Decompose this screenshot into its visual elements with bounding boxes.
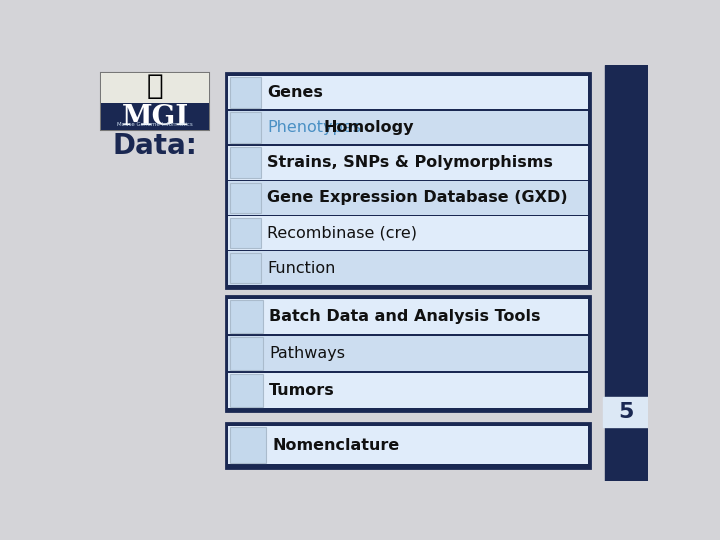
Bar <box>230 218 261 248</box>
Text: Phenotypes: Phenotypes <box>267 120 361 135</box>
Bar <box>228 426 588 464</box>
Bar <box>228 216 588 250</box>
Bar <box>228 299 588 334</box>
Bar <box>228 76 588 109</box>
Bar <box>230 253 261 284</box>
Bar <box>230 338 263 370</box>
Bar <box>101 72 210 103</box>
Bar <box>228 336 588 372</box>
Bar <box>230 183 261 213</box>
Bar <box>225 72 590 288</box>
Text: 🐀: 🐀 <box>147 72 163 100</box>
Text: Gene Expression Database (GXD): Gene Expression Database (GXD) <box>267 191 568 205</box>
Bar <box>228 373 588 408</box>
Bar <box>225 296 590 411</box>
Text: 5: 5 <box>618 402 633 422</box>
Bar <box>230 374 263 407</box>
Bar <box>228 252 588 285</box>
Text: Function: Function <box>267 261 336 276</box>
Text: Nomenclature: Nomenclature <box>272 438 400 453</box>
Bar <box>603 397 648 427</box>
Bar <box>228 181 588 215</box>
Bar <box>101 72 210 130</box>
Bar <box>101 103 210 130</box>
Bar <box>228 146 588 179</box>
Text: MGI: MGI <box>122 104 189 131</box>
Bar <box>230 147 261 178</box>
Bar <box>230 77 261 107</box>
Bar <box>225 423 590 468</box>
Text: Pathways: Pathways <box>269 346 345 361</box>
Bar <box>230 300 263 333</box>
Text: Data:: Data: <box>112 132 197 160</box>
Text: Genes: Genes <box>267 85 323 100</box>
Bar <box>606 65 648 481</box>
Text: Batch Data and Analysis Tools: Batch Data and Analysis Tools <box>269 309 541 324</box>
Text: Tumors: Tumors <box>269 383 335 398</box>
Text: Recombinase (cre): Recombinase (cre) <box>267 226 417 240</box>
Bar <box>230 428 266 463</box>
Text: Homology: Homology <box>324 120 414 135</box>
Bar <box>230 112 261 143</box>
Bar <box>228 111 588 144</box>
Text: Strains, SNPs & Polymorphisms: Strains, SNPs & Polymorphisms <box>267 155 553 170</box>
Text: Mouse Genome Informatics: Mouse Genome Informatics <box>117 123 193 127</box>
